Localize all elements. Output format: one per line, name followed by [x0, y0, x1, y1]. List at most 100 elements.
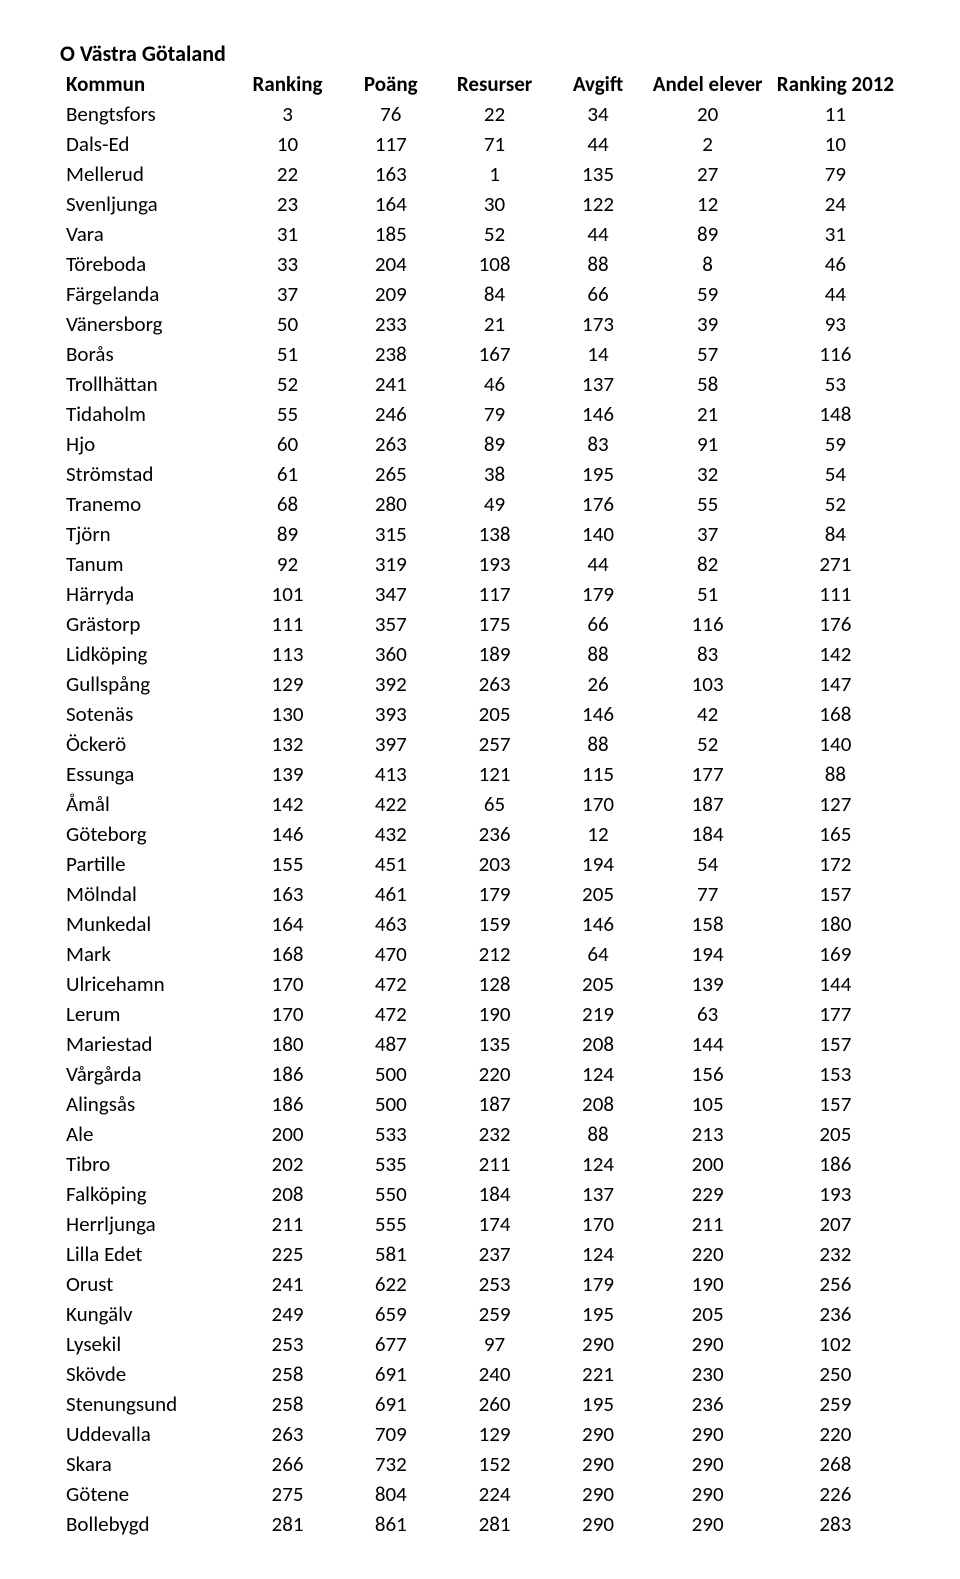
- cell-kommun: Mölndal: [60, 879, 231, 909]
- cell-value: 397: [344, 729, 438, 759]
- cell-value: 253: [231, 1329, 344, 1359]
- cell-value: 220: [438, 1059, 552, 1089]
- cell-value: 175: [438, 609, 552, 639]
- cell-value: 146: [552, 399, 645, 429]
- cell-value: 205: [552, 879, 645, 909]
- cell-value: 163: [344, 159, 438, 189]
- cell-value: 472: [344, 969, 438, 999]
- cell-value: 238: [344, 339, 438, 369]
- cell-kommun: Skara: [60, 1449, 231, 1479]
- cell-value: 732: [344, 1449, 438, 1479]
- cell-value: 186: [231, 1089, 344, 1119]
- cell-kommun: Vänersborg: [60, 309, 231, 339]
- cell-value: 130: [231, 699, 344, 729]
- cell-value: 37: [231, 279, 344, 309]
- cell-value: 225: [231, 1239, 344, 1269]
- cell-value: 52: [438, 219, 552, 249]
- cell-value: 129: [231, 669, 344, 699]
- table-row: Lerum17047219021963177: [60, 999, 900, 1029]
- cell-value: 190: [438, 999, 552, 1029]
- cell-value: 263: [344, 429, 438, 459]
- cell-value: 184: [645, 819, 771, 849]
- table-row: Skara266732152290290268: [60, 1449, 900, 1479]
- cell-value: 30: [438, 189, 552, 219]
- cell-value: 168: [231, 939, 344, 969]
- cell-value: 170: [552, 1209, 645, 1239]
- cell-value: 165: [771, 819, 900, 849]
- cell-value: 148: [771, 399, 900, 429]
- cell-value: 111: [771, 579, 900, 609]
- cell-value: 176: [552, 489, 645, 519]
- cell-value: 52: [645, 729, 771, 759]
- cell-value: 14: [552, 339, 645, 369]
- cell-value: 58: [645, 369, 771, 399]
- cell-value: 52: [771, 489, 900, 519]
- cell-value: 51: [231, 339, 344, 369]
- cell-value: 102: [771, 1329, 900, 1359]
- table-row: Borås512381671457116: [60, 339, 900, 369]
- table-row: Alingsås186500187208105157: [60, 1089, 900, 1119]
- cell-kommun: Lidköping: [60, 639, 231, 669]
- cell-value: 209: [344, 279, 438, 309]
- cell-value: 271: [771, 549, 900, 579]
- cell-value: 249: [231, 1299, 344, 1329]
- cell-value: 144: [645, 1029, 771, 1059]
- cell-value: 256: [771, 1269, 900, 1299]
- cell-value: 290: [552, 1479, 645, 1509]
- cell-value: 212: [438, 939, 552, 969]
- cell-value: 281: [438, 1509, 552, 1539]
- cell-value: 176: [771, 609, 900, 639]
- cell-value: 12: [645, 189, 771, 219]
- table-row: Hjo6026389839159: [60, 429, 900, 459]
- cell-value: 581: [344, 1239, 438, 1269]
- cell-value: 258: [231, 1359, 344, 1389]
- cell-value: 195: [552, 459, 645, 489]
- cell-value: 83: [645, 639, 771, 669]
- cell-value: 413: [344, 759, 438, 789]
- cell-value: 659: [344, 1299, 438, 1329]
- cell-value: 116: [771, 339, 900, 369]
- cell-value: 260: [438, 1389, 552, 1419]
- cell-value: 211: [231, 1209, 344, 1239]
- cell-value: 187: [645, 789, 771, 819]
- cell-kommun: Skövde: [60, 1359, 231, 1389]
- cell-kommun: Borås: [60, 339, 231, 369]
- cell-value: 487: [344, 1029, 438, 1059]
- table-row: Gullspång12939226326103147: [60, 669, 900, 699]
- cell-value: 861: [344, 1509, 438, 1539]
- cell-value: 57: [645, 339, 771, 369]
- cell-value: 392: [344, 669, 438, 699]
- cell-value: 27: [645, 159, 771, 189]
- cell-value: 158: [645, 909, 771, 939]
- cell-value: 290: [552, 1329, 645, 1359]
- cell-value: 20: [645, 99, 771, 129]
- cell-kommun: Bollebygd: [60, 1509, 231, 1539]
- table-row: Göteborg14643223612184165: [60, 819, 900, 849]
- cell-value: 250: [771, 1359, 900, 1389]
- cell-value: 122: [552, 189, 645, 219]
- cell-value: 163: [231, 879, 344, 909]
- cell-value: 169: [771, 939, 900, 969]
- cell-value: 194: [645, 939, 771, 969]
- cell-value: 211: [438, 1149, 552, 1179]
- cell-kommun: Öckerö: [60, 729, 231, 759]
- cell-value: 23: [231, 189, 344, 219]
- cell-value: 144: [771, 969, 900, 999]
- cell-value: 88: [771, 759, 900, 789]
- cell-value: 159: [438, 909, 552, 939]
- table-row: Mölndal16346117920577157: [60, 879, 900, 909]
- cell-value: 533: [344, 1119, 438, 1149]
- cell-kommun: Härryda: [60, 579, 231, 609]
- cell-kommun: Stenungsund: [60, 1389, 231, 1419]
- cell-value: 207: [771, 1209, 900, 1239]
- cell-value: 101: [231, 579, 344, 609]
- table-row: Tjörn893151381403784: [60, 519, 900, 549]
- cell-value: 195: [552, 1299, 645, 1329]
- cell-value: 691: [344, 1359, 438, 1389]
- cell-value: 221: [552, 1359, 645, 1389]
- table-row: Stenungsund258691260195236259: [60, 1389, 900, 1419]
- cell-value: 174: [438, 1209, 552, 1239]
- table-row: Härryda10134711717951111: [60, 579, 900, 609]
- cell-value: 257: [438, 729, 552, 759]
- cell-value: 164: [231, 909, 344, 939]
